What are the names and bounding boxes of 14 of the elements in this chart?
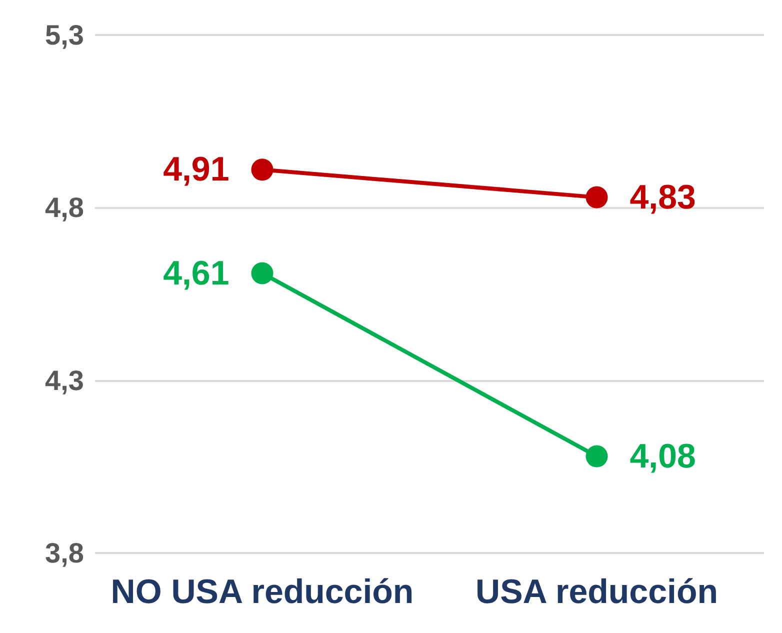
data-label: 4,08 bbox=[630, 437, 696, 476]
x-tick-label: USA reducción bbox=[476, 573, 718, 611]
point bbox=[251, 158, 274, 181]
y-tick-label: 4,8 bbox=[45, 192, 84, 224]
data-label: 4,83 bbox=[630, 178, 696, 216]
point bbox=[586, 186, 608, 208]
y-tick-label: 4,3 bbox=[45, 364, 84, 396]
data-label: 4,91 bbox=[163, 150, 230, 189]
y-tick-label: 3,8 bbox=[45, 538, 84, 568]
x-tick-label: NO USA reducción bbox=[110, 573, 414, 611]
data-label: 4,61 bbox=[163, 254, 230, 292]
y-tick-label: 5,3 bbox=[45, 20, 84, 50]
point bbox=[251, 262, 274, 284]
point bbox=[586, 445, 608, 468]
